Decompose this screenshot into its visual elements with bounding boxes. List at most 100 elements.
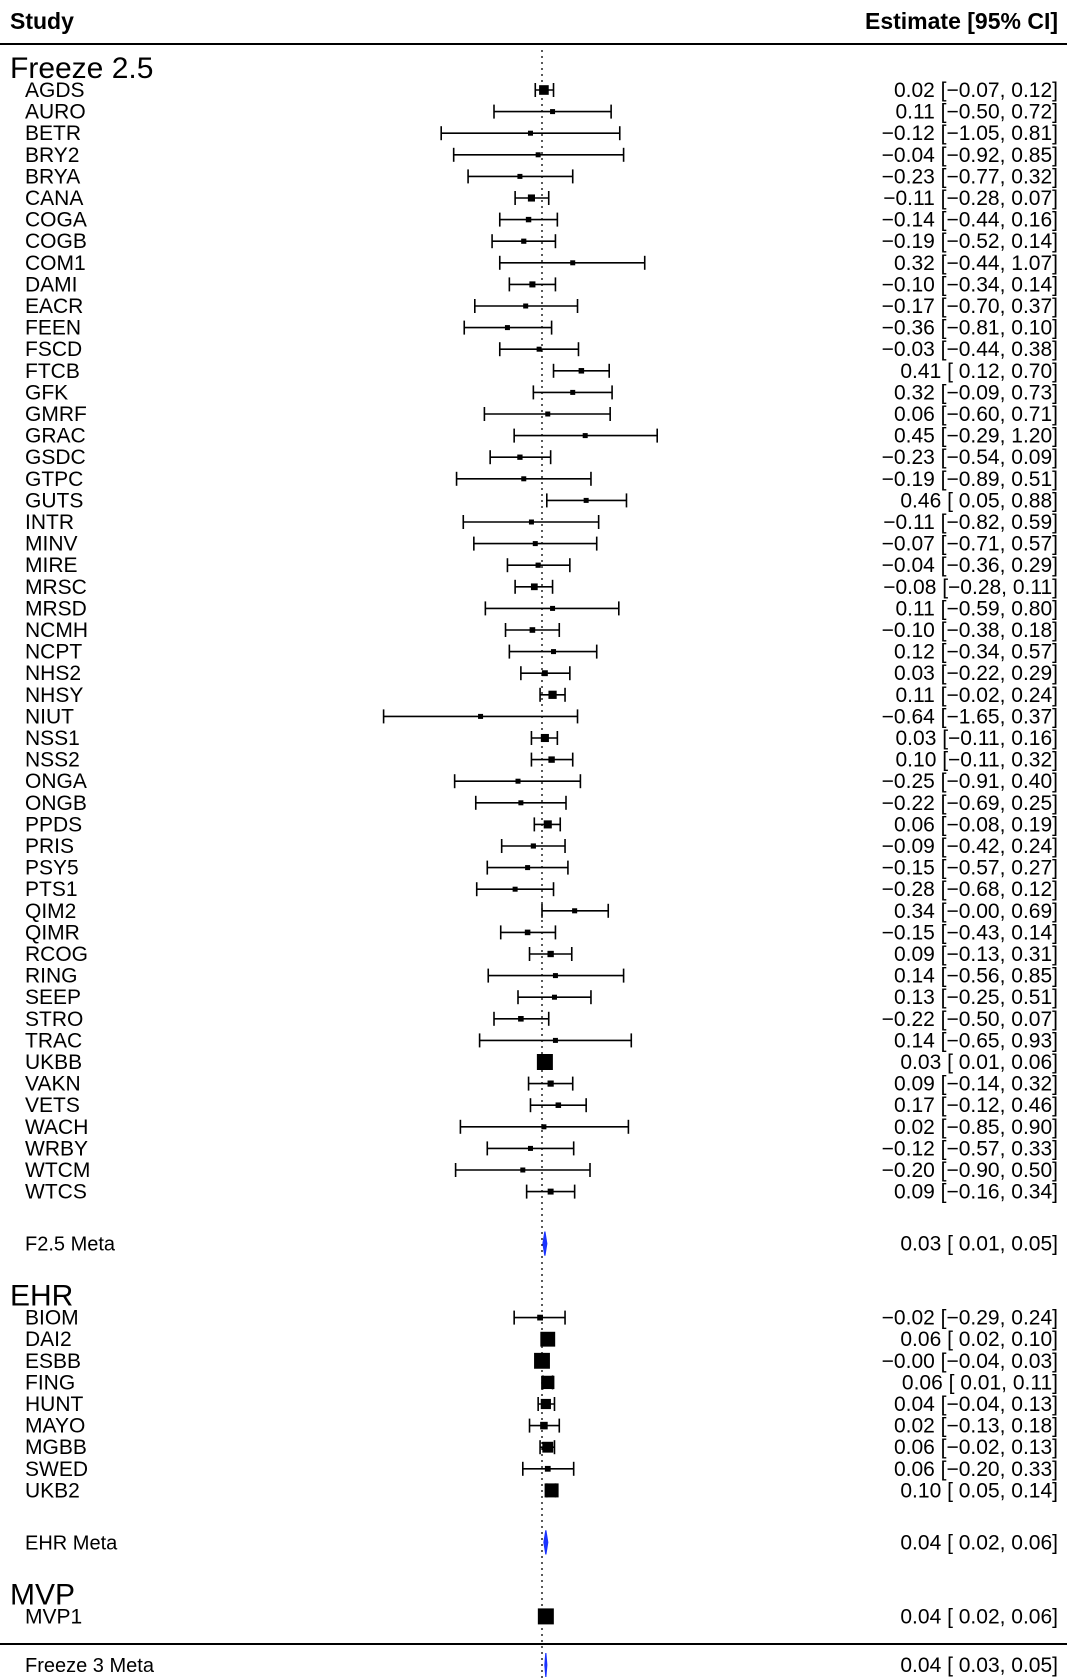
study-label: EACR xyxy=(25,295,83,318)
estimate-text: 0.02 [−0.13, 0.18] xyxy=(894,1415,1058,1438)
study-label: ONGA xyxy=(25,770,87,793)
point-estimate xyxy=(516,779,521,784)
study-label: NCPT xyxy=(25,641,82,664)
point-estimate xyxy=(545,412,550,417)
point-estimate xyxy=(537,1315,543,1321)
estimate-text: 0.10 [−0.11, 0.32] xyxy=(896,749,1059,772)
estimate-text: −0.17 [−0.70, 0.37] xyxy=(882,295,1058,318)
point-estimate xyxy=(542,1442,553,1453)
point-estimate xyxy=(505,325,510,330)
estimate-text: 0.14 [−0.65, 0.93] xyxy=(894,1029,1058,1052)
point-estimate xyxy=(548,691,556,699)
study-label: MGBB xyxy=(25,1436,87,1459)
overall-meta-estimate: 0.04 [ 0.03, 0.05] xyxy=(900,1654,1058,1677)
estimate-text: 0.11 [−0.02, 0.24] xyxy=(896,684,1059,707)
estimate-text: 0.10 [ 0.05, 0.14] xyxy=(900,1479,1058,1502)
point-estimate xyxy=(523,304,528,309)
point-estimate xyxy=(529,520,534,525)
study-label: FEEN xyxy=(25,317,81,340)
study-label: NHSY xyxy=(25,684,83,707)
point-estimate xyxy=(553,1038,558,1043)
estimate-text: −0.07 [−0.71, 0.57] xyxy=(882,533,1058,556)
estimate-text: −0.64 [−1.65, 0.37] xyxy=(882,705,1058,728)
point-estimate xyxy=(517,174,522,179)
study-label: COM1 xyxy=(25,252,86,275)
point-estimate xyxy=(537,1054,553,1070)
point-estimate xyxy=(533,541,538,546)
point-estimate xyxy=(584,498,589,503)
group-meta-label: EHR Meta xyxy=(25,1532,118,1554)
estimate-text: −0.15 [−0.57, 0.27] xyxy=(882,857,1058,880)
group-meta-diamond xyxy=(543,1232,547,1256)
point-estimate xyxy=(518,1016,524,1022)
estimate-text: 0.03 [ 0.01, 0.06] xyxy=(900,1051,1058,1074)
study-label: WTCM xyxy=(25,1159,90,1182)
study-label: QIM2 xyxy=(25,900,76,923)
estimate-text: −0.08 [−0.28, 0.11] xyxy=(883,576,1058,599)
point-estimate xyxy=(545,1466,551,1472)
study-label: BIOM xyxy=(25,1307,79,1330)
study-column-header: Study xyxy=(10,8,74,34)
estimate-text: 0.04 [ 0.02, 0.06] xyxy=(900,1605,1058,1628)
study-label: PRIS xyxy=(25,835,74,858)
study-label: WTCS xyxy=(25,1181,87,1204)
point-estimate xyxy=(518,800,523,805)
estimate-text: −0.22 [−0.69, 0.25] xyxy=(882,792,1058,815)
estimate-text: −0.20 [−0.90, 0.50] xyxy=(882,1159,1058,1182)
point-estimate xyxy=(539,85,549,95)
study-label: MIRE xyxy=(25,554,78,577)
point-estimate xyxy=(570,260,575,265)
estimate-text: 0.03 [−0.11, 0.16] xyxy=(896,727,1059,750)
estimate-text: −0.19 [−0.52, 0.14] xyxy=(882,230,1058,253)
study-label: MRSD xyxy=(25,597,87,620)
study-label: QIMR xyxy=(25,921,80,944)
point-estimate xyxy=(478,714,483,719)
estimate-text: 0.45 [−0.29, 1.20] xyxy=(894,425,1058,448)
estimate-text: 0.17 [−0.12, 0.46] xyxy=(894,1094,1058,1117)
point-estimate xyxy=(517,455,522,460)
study-label: HUNT xyxy=(25,1393,83,1416)
group-meta-label: F2.5 Meta xyxy=(25,1234,116,1256)
point-estimate xyxy=(553,973,558,978)
point-estimate xyxy=(537,347,542,352)
estimate-text: 0.06 [ 0.02, 0.10] xyxy=(900,1328,1058,1351)
point-estimate xyxy=(570,390,575,395)
estimate-text: 0.32 [−0.44, 1.07] xyxy=(894,252,1058,275)
point-estimate xyxy=(550,606,555,611)
study-label: NHS2 xyxy=(25,662,81,685)
point-estimate xyxy=(550,109,555,114)
study-label: UKB2 xyxy=(25,1479,80,1502)
point-estimate xyxy=(541,1376,554,1389)
study-label: DAI2 xyxy=(25,1328,72,1351)
point-estimate xyxy=(521,476,526,481)
study-label: STRO xyxy=(25,1008,83,1031)
study-label: NIUT xyxy=(25,705,74,728)
study-label: COGA xyxy=(25,209,87,232)
study-label: VETS xyxy=(25,1094,80,1117)
estimate-text: 0.34 [−0.00, 0.69] xyxy=(894,900,1058,923)
point-estimate xyxy=(528,1146,533,1151)
study-label: GMRF xyxy=(25,403,87,426)
study-label: PTS1 xyxy=(25,878,78,901)
estimate-text: −0.15 [−0.43, 0.14] xyxy=(882,921,1058,944)
study-label: VAKN xyxy=(25,1073,81,1096)
estimate-text: −0.23 [−0.54, 0.09] xyxy=(882,446,1058,469)
point-estimate xyxy=(547,951,553,957)
estimate-text: 0.09 [−0.13, 0.31] xyxy=(894,943,1058,966)
estimate-text: −0.10 [−0.34, 0.14] xyxy=(882,273,1058,296)
estimate-text: −0.25 [−0.91, 0.40] xyxy=(882,770,1058,793)
estimate-text: −0.12 [−1.05, 0.81] xyxy=(882,122,1058,145)
point-estimate xyxy=(528,194,535,201)
estimate-text: 0.32 [−0.09, 0.73] xyxy=(894,381,1058,404)
overall-meta-label: Freeze 3 Meta xyxy=(25,1655,155,1677)
estimate-text: −0.09 [−0.42, 0.24] xyxy=(882,835,1058,858)
point-estimate xyxy=(544,820,552,828)
point-estimate xyxy=(548,1081,554,1087)
estimate-text: 0.04 [−0.04, 0.13] xyxy=(894,1393,1058,1416)
point-estimate xyxy=(548,1189,554,1195)
study-label: GFK xyxy=(25,381,68,404)
study-label: NCMH xyxy=(25,619,88,642)
study-label: FSCD xyxy=(25,338,82,361)
estimate-text: −0.23 [−0.77, 0.32] xyxy=(882,165,1058,188)
